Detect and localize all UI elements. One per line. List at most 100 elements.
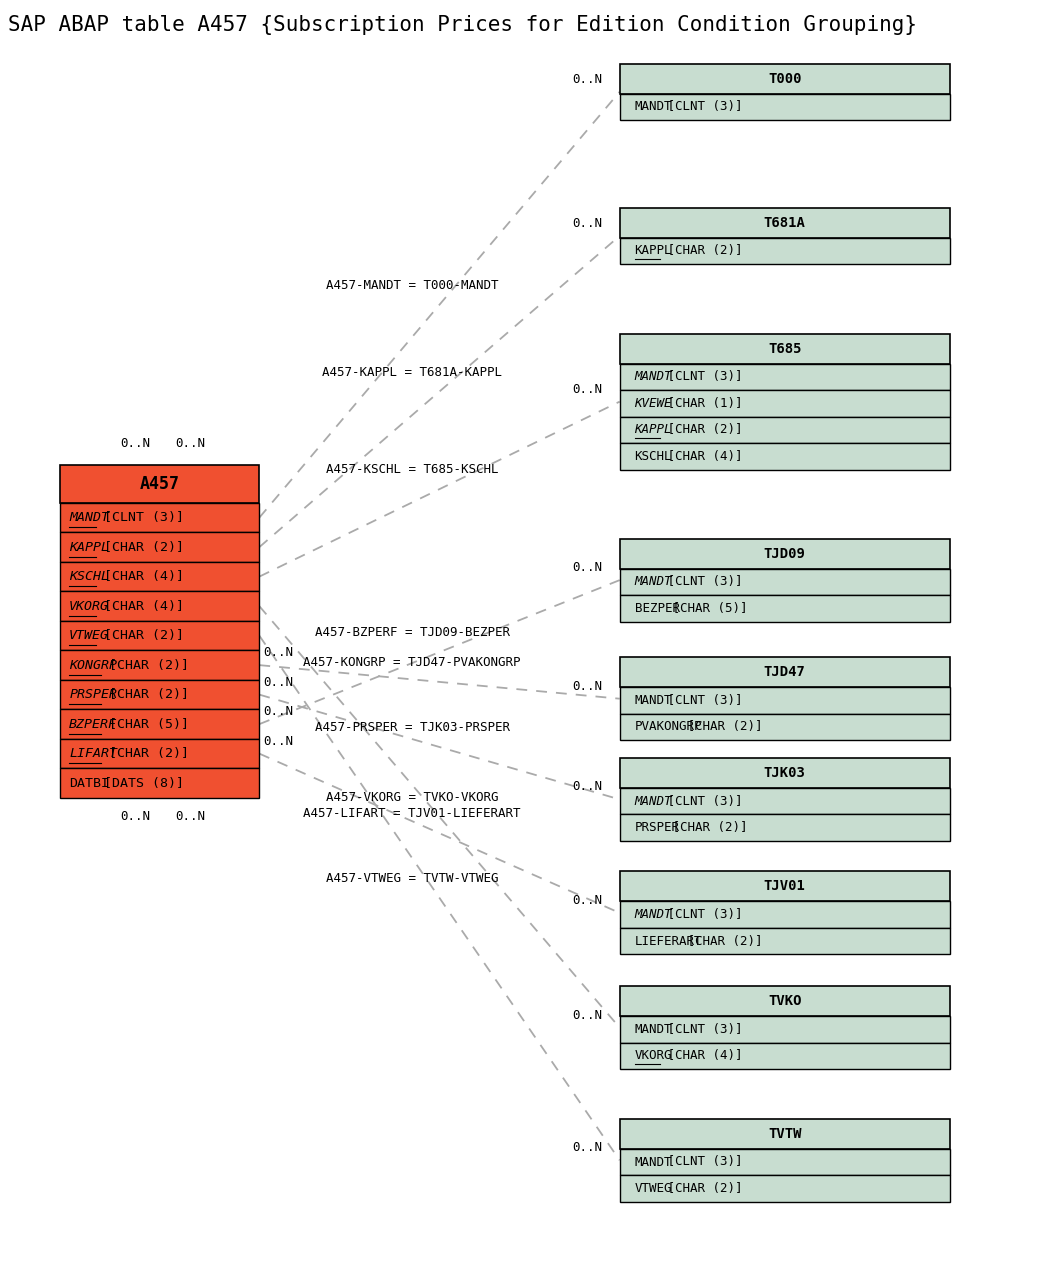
Text: MANDT: MANDT	[635, 694, 672, 706]
Text: [CHAR (4)]: [CHAR (4)]	[660, 450, 742, 463]
Text: VKORG: VKORG	[635, 1049, 672, 1062]
Text: [CHAR (4)]: [CHAR (4)]	[660, 1049, 742, 1062]
Text: A457-VKORG = TVKO-VKORG: A457-VKORG = TVKO-VKORG	[326, 790, 499, 805]
Bar	[61, 562, 259, 592]
Text: T681A: T681A	[764, 215, 806, 230]
Text: A457-KONGRP = TJD47-PVAKONGRP: A457-KONGRP = TJD47-PVAKONGRP	[303, 655, 521, 669]
Bar	[620, 363, 950, 390]
Bar	[620, 1118, 950, 1149]
Text: TVKO: TVKO	[767, 994, 802, 1009]
Text: [CHAR (5)]: [CHAR (5)]	[101, 718, 189, 731]
Text: A457-LIFART = TJV01-LIEFERART: A457-LIFART = TJV01-LIEFERART	[303, 807, 521, 820]
Text: [CHAR (2)]: [CHAR (2)]	[680, 720, 763, 733]
Text: [CHAR (2)]: [CHAR (2)]	[101, 747, 189, 760]
Text: KAPPL: KAPPL	[635, 423, 672, 436]
Text: 0..N: 0..N	[572, 217, 602, 230]
Text: [CLNT (3)]: [CLNT (3)]	[660, 694, 742, 706]
Text: [CLNT (3)]: [CLNT (3)]	[660, 908, 742, 921]
Text: [CHAR (2)]: [CHAR (2)]	[680, 935, 763, 947]
Text: KVEWE: KVEWE	[635, 397, 672, 409]
Text: [CHAR (2)]: [CHAR (2)]	[660, 245, 742, 258]
Bar	[620, 901, 950, 928]
Text: TJD47: TJD47	[764, 666, 806, 680]
Text: TVTW: TVTW	[767, 1127, 802, 1141]
Text: [CLNT (3)]: [CLNT (3)]	[96, 511, 184, 524]
Bar	[620, 93, 950, 120]
Bar	[620, 444, 950, 469]
Bar	[620, 657, 950, 687]
Text: [CHAR (2)]: [CHAR (2)]	[660, 423, 742, 436]
Text: A457-KAPPL = T681A-KAPPL: A457-KAPPL = T681A-KAPPL	[322, 366, 502, 379]
Text: BZPERF: BZPERF	[69, 718, 117, 731]
Bar	[620, 417, 950, 444]
Text: 0..N: 0..N	[263, 734, 293, 747]
Bar	[620, 1043, 950, 1070]
Text: T000: T000	[767, 71, 802, 85]
Text: [CHAR (2)]: [CHAR (2)]	[96, 541, 184, 553]
Bar	[61, 769, 259, 798]
Text: [CLNT (3)]: [CLNT (3)]	[660, 1155, 742, 1168]
Text: MANDT: MANDT	[69, 511, 109, 524]
Text: [CHAR (2)]: [CHAR (2)]	[101, 659, 189, 672]
Text: [CHAR (2)]: [CHAR (2)]	[96, 629, 184, 643]
Text: [CHAR (2)]: [CHAR (2)]	[665, 821, 747, 834]
Text: DATBI: DATBI	[69, 776, 109, 789]
Bar	[61, 621, 259, 650]
Bar	[61, 465, 259, 502]
Bar	[61, 709, 259, 740]
Text: 0..N: 0..N	[572, 382, 602, 395]
Bar	[620, 714, 950, 741]
Bar	[620, 538, 950, 569]
Text: 0..N: 0..N	[572, 561, 602, 574]
Text: TJK03: TJK03	[764, 766, 806, 780]
Bar	[620, 569, 950, 595]
Text: LIFART: LIFART	[69, 747, 117, 760]
Text: KAPPL: KAPPL	[635, 245, 672, 258]
Text: 0..N: 0..N	[572, 680, 602, 692]
Bar	[61, 502, 259, 533]
Text: 0..N: 0..N	[120, 437, 150, 450]
Bar	[620, 788, 950, 815]
Bar	[620, 1149, 950, 1176]
Text: KSCHL: KSCHL	[635, 450, 672, 463]
Text: 0..N: 0..N	[572, 1141, 602, 1154]
Bar	[61, 533, 259, 562]
Text: [CLNT (3)]: [CLNT (3)]	[660, 1023, 742, 1035]
Text: MANDT: MANDT	[635, 101, 672, 113]
Text: [DATS (8)]: [DATS (8)]	[96, 776, 184, 789]
Bar	[61, 650, 259, 680]
Bar	[61, 740, 259, 769]
Text: 0..N: 0..N	[175, 810, 206, 822]
Bar	[61, 680, 259, 709]
Text: [CLNT (3)]: [CLNT (3)]	[660, 575, 742, 588]
Bar	[620, 928, 950, 955]
Bar	[620, 390, 950, 417]
Bar	[620, 595, 950, 622]
Text: 0..N: 0..N	[572, 73, 602, 85]
Text: TJV01: TJV01	[764, 880, 806, 894]
Text: VTWEG: VTWEG	[635, 1182, 672, 1195]
Text: 0..N: 0..N	[263, 705, 293, 718]
Text: [CHAR (2)]: [CHAR (2)]	[660, 1182, 742, 1195]
Text: A457-MANDT = T000-MANDT: A457-MANDT = T000-MANDT	[326, 279, 499, 292]
Bar	[620, 815, 950, 842]
Text: VKORG: VKORG	[69, 599, 109, 612]
Bar	[620, 871, 950, 901]
Bar	[620, 1176, 950, 1202]
Text: [CHAR (2)]: [CHAR (2)]	[101, 688, 189, 701]
Text: MANDT: MANDT	[635, 575, 672, 588]
Bar	[620, 64, 950, 93]
Text: [CHAR (4)]: [CHAR (4)]	[96, 570, 184, 583]
Text: SAP ABAP table A457 {Subscription Prices for Edition Condition Grouping}: SAP ABAP table A457 {Subscription Prices…	[7, 15, 916, 36]
Text: MANDT: MANDT	[635, 1023, 672, 1035]
Bar	[620, 986, 950, 1016]
Text: TJD09: TJD09	[764, 547, 806, 561]
Text: 0..N: 0..N	[263, 646, 293, 659]
Text: PRSPER: PRSPER	[635, 821, 679, 834]
Text: [CHAR (4)]: [CHAR (4)]	[96, 599, 184, 612]
Text: KSCHL: KSCHL	[69, 570, 109, 583]
Text: MANDT: MANDT	[635, 908, 672, 921]
Text: KAPPL: KAPPL	[69, 541, 109, 553]
Text: A457-VTWEG = TVTW-VTWEG: A457-VTWEG = TVTW-VTWEG	[326, 872, 499, 885]
Text: A457-KSCHL = T685-KSCHL: A457-KSCHL = T685-KSCHL	[326, 463, 499, 476]
